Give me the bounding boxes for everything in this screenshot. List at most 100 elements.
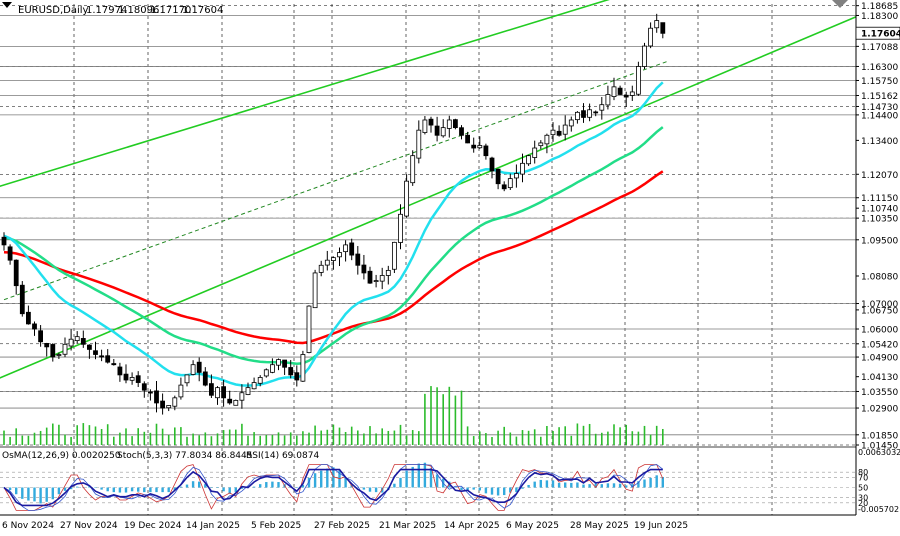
menu-triangle-icon[interactable] [2,2,12,8]
osma-bar [57,487,61,495]
osma-bar [112,487,115,493]
candle [196,357,202,382]
volume-bar [241,423,243,445]
channel-line-1 [0,10,870,379]
time-tick-label: 19 Jun 2025 [634,521,688,531]
volume-bar [3,430,5,445]
volume-bar [350,426,353,445]
volume-bar [570,435,573,445]
osma-bar [484,487,488,494]
candle [251,377,257,390]
candle [111,358,117,366]
candle [318,260,324,277]
osma-bar [362,487,366,490]
volume-bar [149,432,152,445]
price-tick-label: 1.06000 [861,326,898,336]
osma-bar [594,483,597,488]
osma-bar [216,487,219,488]
ma-line-1 [3,126,664,366]
osma-bar [417,463,420,488]
osma-bar [564,482,567,488]
candle [19,281,25,317]
time-tick-label: 6 May 2025 [506,521,559,531]
osma-bar [527,484,530,488]
osma-bar [21,487,24,499]
volume-bar [649,434,652,445]
volume-bar [320,430,322,445]
volume-bar [442,394,444,445]
price-tick-label: 1.18300 [861,12,898,22]
osma-bar [94,487,97,488]
scroll-marker-icon[interactable] [832,0,848,8]
volume-bar [381,428,383,445]
candle [269,358,275,374]
volume-bar [338,427,341,445]
osma-bar [515,487,518,493]
candle [13,259,19,295]
osma-bar [88,486,91,488]
candle [44,342,50,357]
price-tick-label: 1.01450 [861,442,898,452]
price-tick-label: 1.03550 [861,388,898,398]
volume-bar [82,423,85,445]
osma-bar [625,485,628,488]
osma-bar [167,487,170,493]
candle [452,118,458,130]
candle [7,244,13,265]
candle [611,77,617,101]
candle [373,274,379,288]
candle [623,91,629,108]
candle [300,350,306,382]
osma-bar [454,487,457,488]
chart-symbol-label: EURUSD,Daily [18,5,89,16]
osma-bar [191,481,195,488]
osma-bar [582,484,585,488]
osma-bar [490,487,494,495]
volume-bar [631,431,634,445]
osma-bar [503,487,506,496]
volume-bar [180,427,182,445]
osma-bar [69,487,73,490]
volume-bar [430,386,432,445]
candle [117,362,123,382]
candles [1,13,666,415]
volume-bar [174,427,176,445]
osma-bar [76,486,79,488]
candle [68,329,74,351]
volume-bar [393,430,396,445]
osma-bar [551,480,555,488]
candle [385,265,391,285]
volume-bar [625,424,627,445]
volume-bar [527,430,530,445]
sub-level-label: 30 [858,494,868,503]
volume-bar [479,431,481,445]
candle [544,133,550,154]
volume-bar [497,430,499,445]
osma-bar [265,482,268,488]
candle [38,325,43,347]
osma-bar [618,483,622,488]
volume-bar [143,431,146,445]
volume-bar [332,424,335,445]
osma-bar [381,487,384,493]
stoch-signal-line [3,464,664,511]
osma-bar [588,484,591,488]
osma-bar [27,487,30,501]
osma-bar [198,481,201,488]
volume-bar [113,436,115,445]
time-tick-label: 6 Nov 2024 [2,521,54,531]
price-tick-label: 1.07000 [861,300,898,310]
candle [605,85,611,110]
osma-bar [368,487,372,492]
candle [99,349,104,362]
volume-bar [216,433,219,445]
osma-bar [137,487,140,492]
candle [306,305,312,354]
candle [202,367,208,387]
candle [87,344,92,359]
osma-bar [173,487,176,491]
osma-bar [478,487,481,491]
osma-bar [539,479,542,488]
volume-bar [418,431,420,445]
